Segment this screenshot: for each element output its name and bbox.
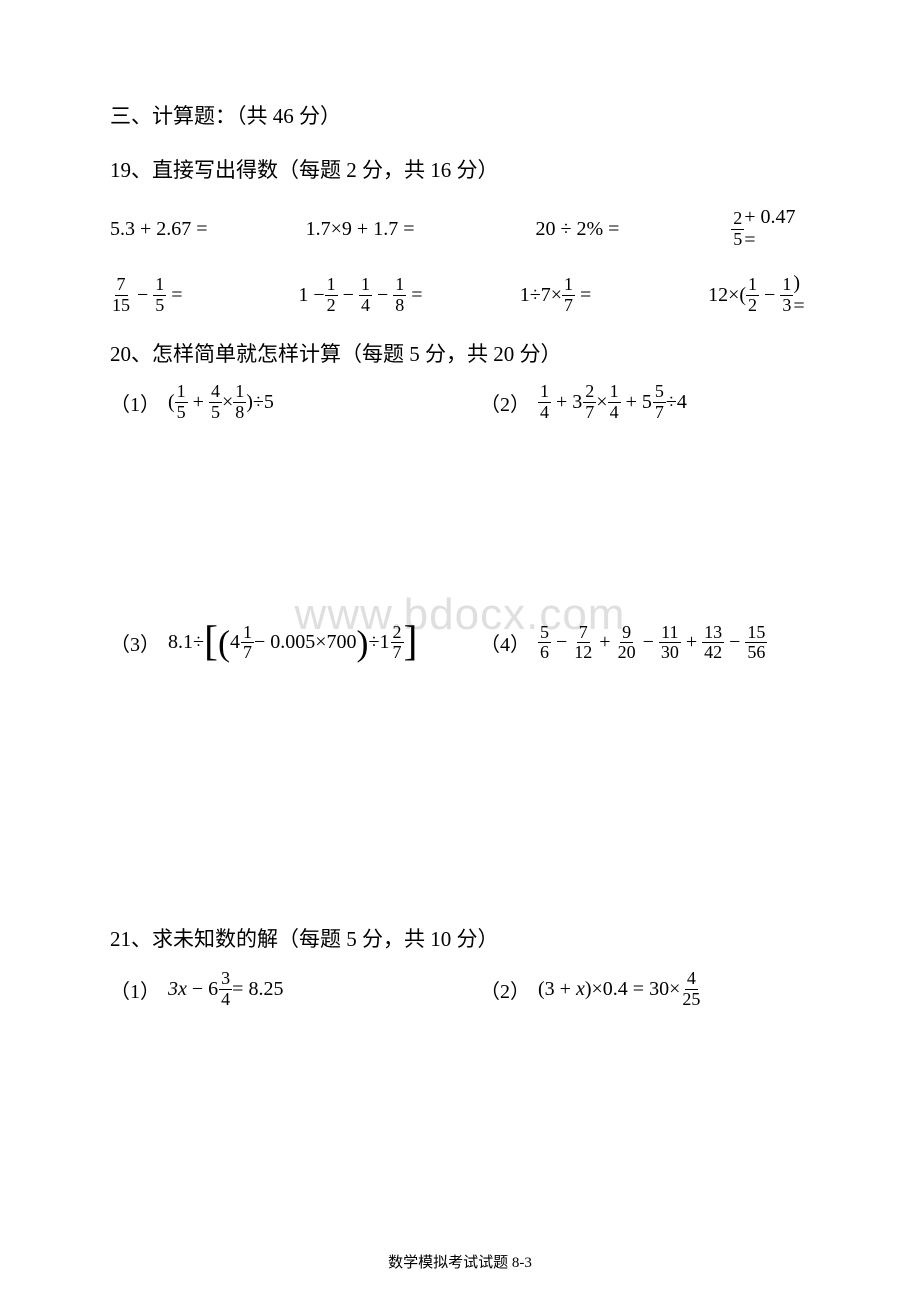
- q21-p2: （2） (3 + x)×0.4 = 30× 4 25: [480, 969, 702, 1010]
- mixed-fraction: 5 5 7: [642, 382, 666, 423]
- q19-r1-e2: 1.7×9 + 1.7 =: [306, 218, 536, 241]
- fraction: 2 5: [731, 209, 744, 250]
- fraction: 1 4: [608, 382, 621, 423]
- q19-r2-e3: 1÷7× 1 7 =: [520, 275, 708, 316]
- q20-row1: （1） ( 1 5 + 4 5 × 1 8 )÷5 （2） 1 4: [110, 382, 810, 423]
- fraction: 1 2: [746, 275, 759, 316]
- q20-intro: 20、怎样简单就怎样计算（每题 5 分，共 20 分）: [110, 338, 810, 368]
- fraction: 9 20: [616, 623, 638, 664]
- q19-r2-e2: 1 − 1 2 − 1 4 − 1 8 =: [298, 275, 519, 316]
- q20-p4: （4） 5 6 − 7 12 + 9 20 − 11 30 + 1: [480, 623, 767, 664]
- fraction: 7 12: [572, 623, 594, 664]
- q19-row1: 5.3 + 2.67 = 1.7×9 + 1.7 = 20 ÷ 2% = 2 5…: [110, 206, 810, 252]
- mixed-fraction: 1 2 7: [380, 623, 404, 664]
- q20-p3: （3） 8.1÷ [ ( 4 1 7 − 0.005×700 ) ÷ 1 2 7: [110, 623, 480, 664]
- mixed-fraction: 3 2 7: [572, 382, 596, 423]
- page-footer: 数学模拟考试试题 8-3: [0, 1251, 920, 1272]
- q20-p2: （2） 1 4 + 3 2 7 × 1 4 + 5: [480, 382, 687, 423]
- q21-row: （1） 3x − 6 3 4 = 8.25 （2） (3 + x)×0.4 = …: [110, 969, 810, 1010]
- q20-p1: （1） ( 1 5 + 4 5 × 1 8 )÷5: [110, 382, 480, 423]
- page-content: 三、计算题：（共 46 分） 19、直接写出得数（每题 2 分，共 16 分） …: [110, 100, 810, 1010]
- fraction: 1 8: [393, 275, 406, 316]
- fraction: 1 3: [780, 275, 793, 316]
- fraction: 7 15: [110, 275, 132, 316]
- right-paren: ): [357, 627, 369, 659]
- section-title: 三、计算题：（共 46 分）: [110, 100, 810, 130]
- fraction: 1 4: [538, 382, 551, 423]
- q20-row2: （3） 8.1÷ [ ( 4 1 7 − 0.005×700 ) ÷ 1 2 7: [110, 623, 810, 664]
- fraction: 1 2: [325, 275, 338, 316]
- q19-r1-e3: 20 ÷ 2% =: [536, 218, 732, 241]
- mixed-fraction: 4 1 7: [230, 623, 254, 664]
- fraction: 1 5: [153, 275, 166, 316]
- q19-r2-e1: 7 15 − 1 5 =: [110, 275, 298, 316]
- fraction: 13 42: [702, 623, 724, 664]
- q21-p1: （1） 3x − 6 3 4 = 8.25: [110, 969, 480, 1010]
- mixed-fraction: 6 3 4: [208, 969, 232, 1010]
- fraction: 1 7: [562, 275, 575, 316]
- fraction: 5 6: [538, 623, 551, 664]
- q19-r2-e4: 12×( 1 2 − 1 3 ) =: [708, 272, 810, 318]
- fraction: 15 56: [745, 623, 767, 664]
- q19-r1-e4: 2 5 + 0.47 =: [731, 206, 810, 252]
- fraction: 4 25: [680, 969, 702, 1010]
- fraction: 1 8: [233, 382, 246, 423]
- left-paren: (: [218, 627, 230, 659]
- fraction: 4 5: [209, 382, 222, 423]
- fraction: 1 5: [175, 382, 188, 423]
- q19-row2: 7 15 − 1 5 = 1 − 1 2 − 1 4 − 1: [110, 272, 810, 318]
- fraction: 1 4: [359, 275, 372, 316]
- q21-intro: 21、求未知数的解（每题 5 分，共 10 分）: [110, 923, 810, 953]
- q19-intro: 19、直接写出得数（每题 2 分，共 16 分）: [110, 154, 810, 184]
- fraction: 11 30: [659, 623, 681, 664]
- right-bracket: ]: [404, 624, 418, 662]
- q19-r1-e1: 5.3 + 2.67 =: [110, 218, 306, 241]
- left-bracket: [: [204, 624, 218, 662]
